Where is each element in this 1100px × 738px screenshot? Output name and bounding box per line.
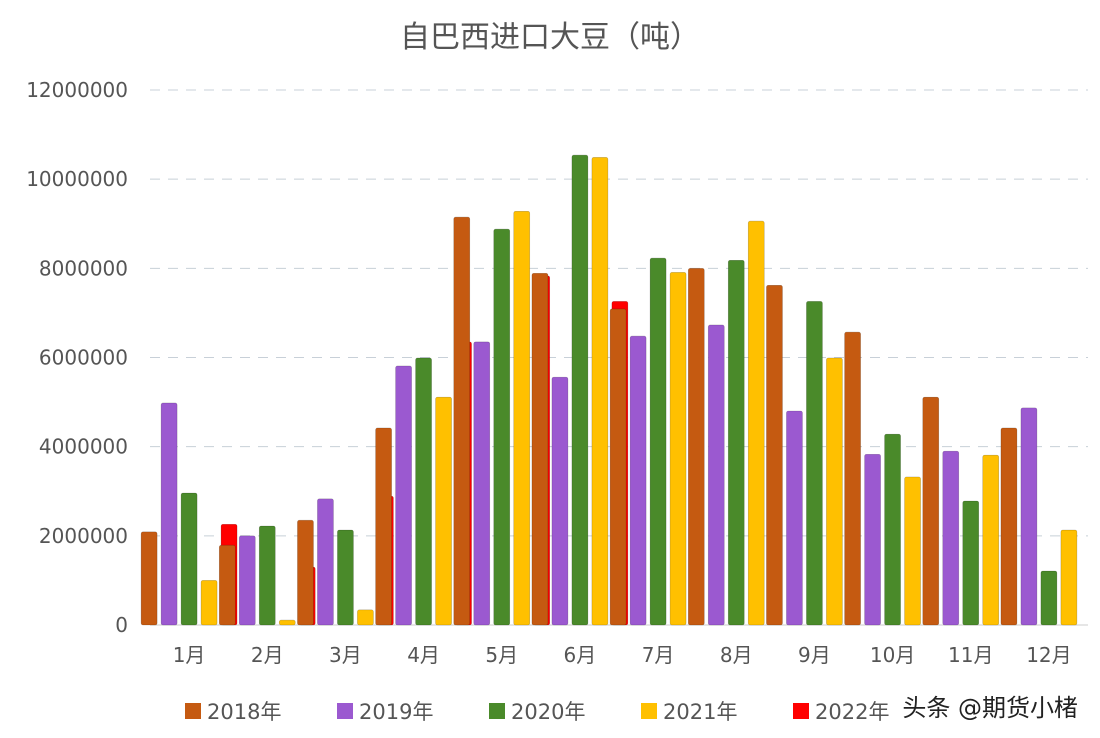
bar-2020年-7月 (649, 257, 667, 626)
bar-2020年-10月 (884, 433, 901, 626)
bar-2019年-11月 (942, 450, 960, 626)
bar-2018年-3月 (297, 519, 314, 626)
bar-2020年-5月 (493, 228, 511, 626)
x-tick-label: 10月 (870, 643, 915, 667)
x-tick-label: 4月 (407, 643, 440, 667)
bar-2018年-4月 (375, 427, 392, 626)
x-tick-label: 6月 (564, 643, 597, 667)
bar-2020年-8月 (727, 260, 745, 626)
y-tick-label: 8000000 (39, 256, 128, 280)
bar-2020年-2月 (258, 525, 276, 626)
x-tick-label: 7月 (642, 643, 675, 667)
bar-2020年-9月 (806, 301, 823, 626)
bar-2018年-9月 (766, 284, 783, 626)
y-tick-label: 0 (115, 613, 128, 637)
bar-2019年-2月 (238, 535, 256, 626)
x-tick-label: 11月 (948, 643, 993, 667)
bar-2021年-1月 (200, 580, 218, 626)
bar-2018年-12月 (1000, 427, 1018, 626)
bar-2019年-5月 (473, 341, 491, 626)
bar-2019年-1月 (160, 402, 178, 626)
legend-label: 2020年 (511, 700, 586, 724)
chart-title: 自巴西进口大豆（吨） (400, 20, 700, 55)
legend-item: 2022年 (793, 696, 945, 726)
bar-2019年-4月 (395, 365, 412, 626)
bar-2021年-8月 (747, 220, 765, 626)
y-tick-label: 10000000 (26, 167, 128, 191)
legend-item: 2019年 (337, 696, 489, 726)
bar-2018年-10月 (844, 331, 861, 626)
bar-2021年-10月 (904, 476, 921, 626)
y-tick-label: 4000000 (39, 435, 128, 459)
bar-2020年-3月 (337, 529, 354, 626)
bar-2021年-12月 (1060, 529, 1078, 626)
bar-2020年-1月 (180, 492, 198, 626)
bar-2021年-5月 (513, 210, 531, 626)
legend-label: 2019年 (359, 700, 434, 724)
bar-2020年-11月 (962, 500, 980, 626)
bar-2019年-12月 (1020, 407, 1038, 626)
bar-2019年-6月 (551, 376, 569, 626)
bar-2021年-9月 (826, 357, 843, 626)
x-tick-label: 3月 (329, 643, 362, 667)
bar-2021年-2月 (278, 619, 296, 626)
bar-2021年-6月 (591, 157, 609, 626)
bar-2018年-7月 (609, 308, 627, 626)
bar-2021年-7月 (669, 272, 687, 626)
y-tick-label: 6000000 (39, 346, 128, 370)
legend-label: 2021年 (663, 700, 738, 724)
bar-2018年-8月 (687, 268, 705, 626)
legend-item: 2020年 (489, 696, 641, 726)
bar-2018年-11月 (922, 396, 940, 626)
bar-2020年-6月 (571, 154, 589, 626)
legend-item: 2021年 (641, 696, 793, 726)
legend-label: 2022年 (815, 700, 890, 724)
bar-2019年-7月 (629, 335, 647, 626)
legend-item: 2018年 (185, 696, 337, 726)
bar-2021年-4月 (435, 396, 452, 626)
y-tick-label: 2000000 (39, 524, 128, 548)
bar-2019年-10月 (864, 453, 881, 626)
legend: 2018年 2019年 2020年 2021年 2022年 (185, 696, 945, 726)
bar-2018年-1月 (140, 531, 158, 626)
x-tick-label: 5月 (485, 643, 518, 667)
legend-swatch (793, 703, 809, 719)
bar-2019年-8月 (707, 324, 725, 626)
legend-swatch (641, 703, 657, 719)
x-tick-label: 9月 (798, 643, 831, 667)
bar-2019年-9月 (786, 410, 803, 626)
x-tick-label: 12月 (1026, 643, 1071, 667)
bar-2018年-5月 (453, 216, 471, 626)
bar-2021年-11月 (982, 454, 1000, 626)
bar-2018年-6月 (531, 272, 549, 626)
y-tick-label: 12000000 (26, 78, 128, 102)
bar-2018年-2月 (218, 544, 236, 626)
bar-2020年-12月 (1040, 570, 1058, 626)
bar-2021年-3月 (357, 609, 374, 626)
x-tick-label: 8月 (720, 643, 753, 667)
legend-swatch (185, 703, 201, 719)
legend-swatch (337, 703, 353, 719)
x-tick-label: 2月 (251, 643, 284, 667)
watermark: 头条 @期货小楮 (902, 688, 1078, 723)
bar-2020年-4月 (415, 357, 432, 626)
legend-label: 2018年 (207, 700, 282, 724)
bar-2019年-3月 (317, 498, 334, 626)
legend-swatch (489, 703, 505, 719)
x-tick-label: 1月 (173, 643, 206, 667)
